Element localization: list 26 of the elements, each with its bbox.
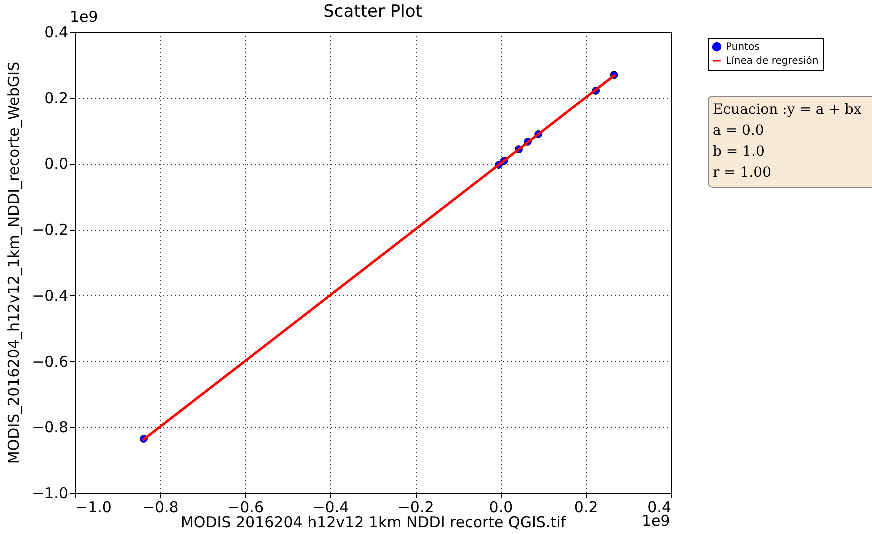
x-tick-label: −0.8	[142, 498, 179, 516]
y-tick-label: −0.2	[32, 221, 68, 240]
text: b = 1.0	[713, 143, 766, 162]
y-tick-label: 0.2	[44, 89, 68, 108]
y-axis-title: MODIS_2016204_h12v12_1km_NDDI_recorte_WebGIS	[5, 62, 24, 464]
legend-label: Línea de regresión	[726, 56, 819, 67]
y-tick-label: −0.4	[32, 286, 68, 305]
x-tick-label: 0.0	[489, 498, 514, 516]
legend-label: Puntos	[726, 42, 760, 53]
x-tick-label: −1.0	[76, 498, 112, 516]
y-tick-label: −0.8	[32, 418, 68, 437]
x-tick-label: −0.6	[228, 498, 264, 516]
text: Ecuacion :y = a + bx	[713, 101, 863, 120]
chart-title: Scatter Plot	[324, 2, 423, 22]
y-tick-label: −0.6	[32, 352, 68, 371]
text: a = 0.0	[713, 122, 766, 141]
y-tick-label: 0.4	[44, 24, 68, 42]
y-tick-label: −1.0	[32, 484, 68, 502]
x-tick-label: −0.4	[312, 498, 350, 516]
text: 1e9	[70, 8, 98, 26]
y-tick-label: 0.0	[44, 155, 68, 174]
x-tick-label: 0.2	[574, 498, 598, 516]
text: 1e9	[642, 512, 670, 530]
text: r = 1.00	[713, 164, 772, 183]
x-axis-title: MODIS 2016204 h12v12 1km NDDI recorte QGIS.tif	[180, 514, 567, 532]
x-tick-label: −0.2	[398, 498, 434, 516]
